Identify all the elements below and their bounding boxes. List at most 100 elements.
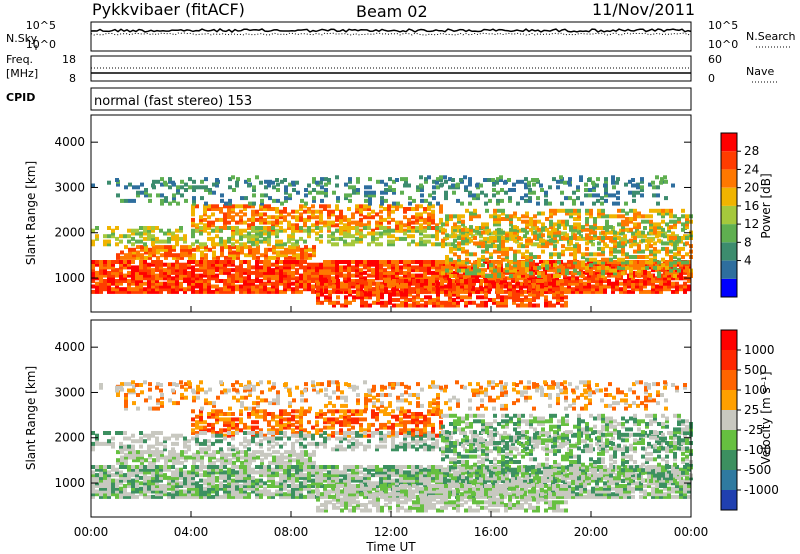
echo-cell [319, 475, 323, 480]
echo-cell [255, 228, 259, 233]
echo-cell [243, 260, 247, 264]
echo-cell [332, 303, 336, 308]
echo-cell [267, 239, 271, 244]
echo-cell [621, 252, 625, 257]
echo-cell [595, 289, 599, 294]
echo-cell [259, 239, 263, 244]
echo-cell [681, 222, 685, 227]
echo-cell [143, 467, 147, 472]
echo-cell [203, 494, 207, 499]
echo-cell [292, 250, 296, 255]
echo-cell [657, 274, 661, 278]
echo-cell [295, 215, 299, 220]
echo-cell [387, 207, 391, 211]
echo-cell [649, 219, 653, 224]
echo-cell [364, 303, 368, 308]
echo-cell [603, 279, 607, 283]
echo-cell [457, 219, 461, 224]
echo-cell [316, 281, 320, 286]
echo-cell [179, 284, 183, 289]
echo-cell [311, 467, 315, 472]
echo-cell [143, 481, 147, 486]
echo-cell [637, 230, 641, 235]
echo-cell [435, 236, 439, 241]
echo-cell [629, 227, 633, 232]
echo-cell [339, 228, 343, 233]
echo-cell [351, 465, 355, 469]
echo-cell [557, 268, 561, 273]
echo-cell [516, 179, 520, 184]
echo-cell [583, 281, 587, 286]
echo-cell [267, 270, 271, 275]
echo-cell [673, 263, 677, 268]
echo-cell [504, 298, 508, 302]
echo-cell [472, 193, 476, 198]
echo-cell [227, 478, 231, 483]
echo-cell [323, 276, 327, 281]
echo-cell [303, 260, 307, 264]
echo-cell [439, 260, 443, 264]
echo-cell [375, 484, 379, 488]
echo-cell [476, 303, 480, 308]
echo-cell [211, 223, 215, 228]
echo-cell [167, 262, 171, 267]
echo-cell [463, 265, 467, 270]
echo-cell [657, 222, 661, 227]
echo-cell [135, 231, 139, 236]
echo-cell [571, 289, 575, 294]
echo-cell [571, 281, 575, 286]
echo-cell [300, 255, 304, 260]
echo-cell [655, 279, 659, 283]
echo-cell [427, 265, 431, 270]
echo-cell [544, 201, 548, 206]
echo-cell [404, 279, 408, 283]
echo-cell [473, 236, 477, 240]
echo-cell [323, 489, 327, 494]
echo-cell [328, 298, 332, 302]
echo-cell [119, 492, 123, 497]
echo-cell [183, 276, 187, 281]
echo-cell [271, 481, 275, 486]
echo-cell [159, 270, 163, 275]
echo-cell [587, 260, 591, 264]
echo-cell [183, 478, 187, 483]
echo-cell [151, 287, 155, 292]
echo-cell [465, 241, 469, 246]
echo-cell [344, 193, 348, 198]
echo-cell [451, 183, 455, 188]
echo-cell [504, 190, 508, 195]
echo-cell [567, 276, 571, 281]
echo-cell [455, 270, 459, 275]
echo-cell [424, 303, 428, 308]
echo-cell [651, 284, 655, 289]
echo-cell [128, 250, 132, 255]
echo-cell [411, 228, 415, 233]
echo-cell [339, 220, 343, 225]
nsearch-tick-top: 10^5 [708, 19, 738, 32]
echo-cell [560, 295, 564, 300]
echo-cell [283, 215, 287, 220]
echo-cell [444, 303, 448, 308]
echo-cell [471, 287, 475, 292]
echo-cell [464, 279, 468, 283]
echo-cell [163, 273, 167, 278]
echo-cell [227, 207, 231, 211]
echo-cell [420, 287, 424, 292]
echo-cell [103, 470, 107, 475]
echo-cell [489, 244, 493, 249]
echo-cell [211, 478, 215, 483]
echo-cell [231, 276, 235, 281]
echo-cell [347, 231, 351, 236]
echo-cell [447, 276, 451, 281]
echo-cell [439, 178, 443, 182]
echo-cell [116, 255, 120, 260]
echo-cell [489, 274, 493, 278]
echo-cell [279, 481, 283, 486]
echo-cell [311, 265, 315, 270]
echo-cell [127, 470, 131, 475]
echo-cell [107, 481, 111, 486]
echo-cell [524, 198, 528, 203]
echo-cell [195, 467, 199, 472]
echo-cell [513, 268, 517, 273]
echo-cell [395, 178, 399, 182]
